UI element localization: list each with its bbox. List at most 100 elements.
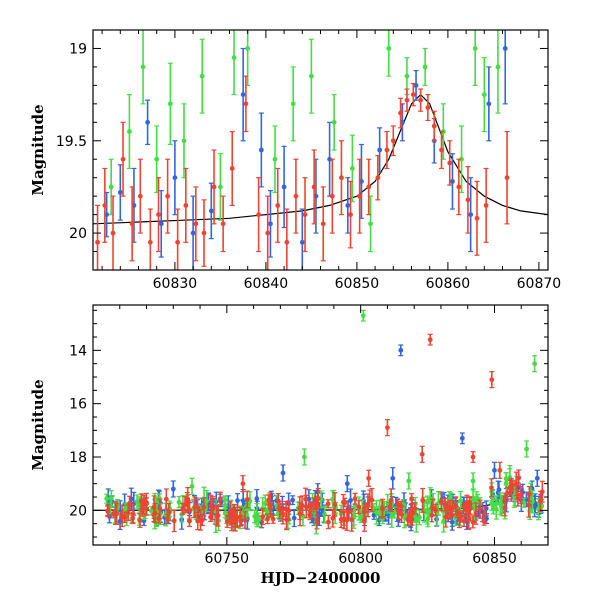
- data-point-2-27: [348, 180, 354, 249]
- cloud-point-0-131: [290, 495, 296, 506]
- data-point-0-12: [299, 208, 305, 270]
- cloud-point-2-146: [443, 505, 449, 528]
- data-point-2-0: [95, 204, 101, 270]
- outlier-point-2-1: [489, 371, 495, 389]
- data-point-2-2: [110, 195, 116, 270]
- data-point-2-7: [156, 177, 162, 253]
- data-point-2-35: [410, 82, 416, 107]
- cloud-point-2-80: [369, 487, 375, 512]
- outlier-point-1-4: [470, 472, 476, 490]
- data-point-2-34: [404, 88, 410, 112]
- outlier-point-0-2: [280, 464, 286, 482]
- data-point-1-8: [231, 30, 237, 96]
- x-tick-label: 60850: [472, 551, 517, 567]
- data-point-1-21: [472, 30, 478, 86]
- data-point-2-10: [183, 167, 189, 243]
- cloud-point-1-101: [104, 493, 110, 504]
- outlier-point-0-1: [459, 432, 465, 445]
- data-point-2-17: [256, 177, 262, 253]
- cloud-point-2-39: [515, 490, 521, 507]
- outlier-point-2-5: [497, 461, 503, 479]
- top-panel: 60830 60840 60850 60860 60870 19 19.5 20 Magnitu…: [29, 29, 561, 292]
- cloud-point-2-99: [516, 469, 522, 487]
- cloud-point-2-123: [380, 498, 386, 518]
- y-axis-title: Magnitude: [29, 379, 47, 470]
- data-point-2-25: [329, 158, 335, 234]
- data-point-1-14: [349, 134, 355, 203]
- data-point-2-21: [293, 158, 299, 234]
- data-point-2-4: [129, 186, 135, 262]
- cloud-point-2-119: [340, 493, 346, 511]
- cloud-point-2-159: [325, 514, 331, 530]
- data-point-1-15: [368, 195, 374, 253]
- cloud-point-1-26: [176, 495, 182, 509]
- cloud-point-1-87: [503, 472, 509, 486]
- cloud-point-0-145: [291, 508, 297, 528]
- y-tick-label: 14: [69, 343, 87, 359]
- data-point-2-43: [474, 180, 480, 256]
- cloud-point-2-98: [387, 501, 393, 512]
- outlier-point-0-3: [390, 467, 396, 490]
- bottom-panel: 60750 60800 60850 14 16 18 20 Magnitude HJD−2400…: [29, 304, 549, 587]
- data-point-2-5: [137, 158, 143, 234]
- data-point-2-16: [243, 75, 249, 133]
- cloud-point-2-70: [244, 490, 250, 509]
- data-point-2-31: [384, 130, 390, 170]
- outlier-point-0-4: [491, 461, 497, 479]
- cloud-point-2-144: [399, 505, 405, 523]
- cloud-point-2-150: [537, 490, 543, 512]
- outlier-point-2-2: [384, 419, 390, 437]
- cloud-point-2-131: [130, 512, 136, 524]
- cloud-point-2-132: [152, 502, 158, 524]
- data-point-0-24: [502, 30, 508, 105]
- cloud-point-2-57: [224, 515, 230, 528]
- y-tick-label: 19.5: [56, 134, 87, 150]
- cloud-point-1-152: [521, 497, 527, 508]
- cloud-point-0-136: [235, 493, 241, 508]
- data-point-2-23: [311, 149, 317, 225]
- cloud-point-2-9: [280, 503, 286, 525]
- cloud-point-2-87: [505, 486, 511, 500]
- cloud-point-2-145: [303, 494, 309, 519]
- data-point-2-38: [431, 110, 437, 142]
- data-point-1-10: [272, 125, 278, 194]
- data-point-1-23: [495, 30, 501, 114]
- y-tick-label: 16: [69, 397, 87, 413]
- cloud-point-2-149: [199, 513, 205, 527]
- cloud-point-2-116: [526, 492, 532, 518]
- data-point-2-22: [302, 177, 308, 253]
- cloud-point-2-41: [338, 510, 344, 529]
- data-point-2-24: [320, 186, 326, 262]
- cloud-point-2-73: [307, 509, 313, 521]
- outlier-point-2-6: [240, 475, 246, 493]
- cloud-point-2-25: [477, 499, 483, 519]
- cloud-point-2-139: [277, 500, 283, 520]
- cloud-point-0-78: [348, 488, 354, 513]
- data-point-2-18: [265, 195, 271, 270]
- data-point-1-16: [386, 30, 392, 77]
- cloud-point-2-111: [508, 478, 514, 502]
- data-point-1-1: [126, 94, 132, 170]
- cloud-point-2-152: [264, 513, 270, 525]
- data-point-2-36: [418, 88, 424, 112]
- x-tick-label: 60840: [244, 276, 289, 292]
- data-point-2-11: [193, 186, 199, 262]
- data-point-1-9: [245, 30, 251, 86]
- outlier-point-1-2: [524, 440, 530, 458]
- data-point-2-19: [275, 167, 281, 243]
- cloud-point-2-158: [458, 511, 464, 523]
- data-point-0-21: [449, 153, 455, 210]
- data-point-2-3: [120, 121, 126, 197]
- data-point-2-1: [102, 167, 108, 243]
- cloud-point-2-103: [352, 492, 358, 505]
- data-point-1-2: [140, 30, 146, 105]
- data-point-0-9: [258, 112, 264, 188]
- cloud-point-2-143: [408, 507, 414, 527]
- data-point-1-17: [404, 57, 410, 96]
- cloud-point-2-28: [270, 514, 276, 524]
- data-point-1-7: [217, 153, 223, 221]
- data-point-0-11: [281, 145, 287, 229]
- cloud-point-2-126: [184, 491, 190, 512]
- data-point-1-13: [331, 94, 337, 151]
